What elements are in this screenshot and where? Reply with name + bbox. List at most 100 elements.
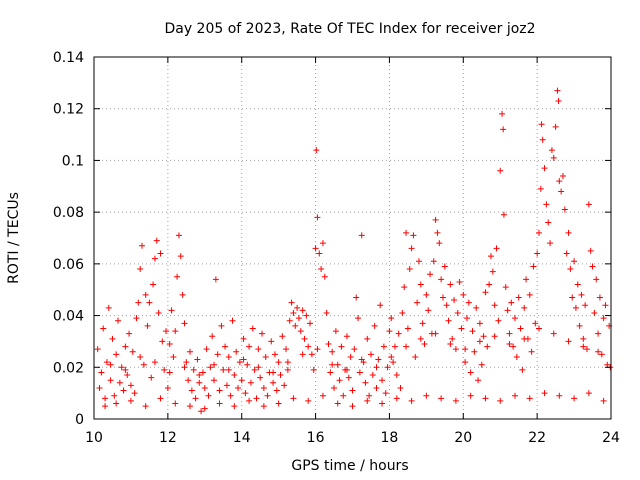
data-point — [445, 317, 452, 324]
data-point — [288, 299, 295, 306]
data-point — [471, 348, 478, 355]
data-point — [569, 294, 576, 301]
data-point — [541, 390, 548, 397]
data-point — [240, 356, 247, 363]
data-point — [545, 219, 552, 226]
data-point — [602, 302, 609, 309]
data-point — [364, 335, 371, 342]
data-point — [116, 379, 123, 386]
data-point — [491, 333, 498, 340]
data-point — [421, 341, 428, 348]
data-point — [489, 268, 496, 275]
data-point — [146, 299, 153, 306]
data-point — [329, 348, 336, 355]
data-point — [349, 387, 356, 394]
data-point — [598, 351, 605, 358]
plot-frame — [93, 56, 612, 420]
data-point — [275, 400, 282, 407]
data-point — [270, 369, 277, 376]
data-point — [532, 320, 539, 327]
data-point — [438, 276, 445, 283]
data-point — [410, 232, 417, 239]
data-point — [362, 379, 369, 386]
data-point — [161, 366, 168, 373]
data-point — [356, 369, 363, 376]
data-point — [371, 322, 378, 329]
data-point — [600, 315, 607, 322]
data-point — [262, 353, 269, 360]
y-axis-tick-labels: 0 0.02 0.04 0.06 0.08 0.1 0.12 0.14 — [53, 50, 84, 428]
data-point — [364, 397, 371, 404]
data-point — [325, 341, 332, 348]
data-point — [571, 395, 578, 402]
data-point — [369, 372, 376, 379]
data-point — [207, 364, 214, 371]
data-point — [491, 302, 498, 309]
data-point — [452, 397, 459, 404]
data-point — [543, 201, 550, 208]
data-point — [118, 364, 125, 371]
data-point — [235, 384, 242, 391]
data-point — [462, 359, 469, 366]
data-point — [100, 325, 107, 332]
data-point — [366, 392, 373, 399]
data-point — [427, 271, 434, 278]
data-point — [499, 110, 506, 117]
grid — [94, 57, 611, 419]
data-point — [233, 348, 240, 355]
data-point — [148, 374, 155, 381]
data-point — [209, 333, 216, 340]
data-point — [555, 97, 562, 104]
data-point — [535, 325, 542, 332]
data-point — [144, 322, 151, 329]
data-point — [159, 338, 166, 345]
data-point — [578, 291, 585, 298]
data-point — [172, 400, 179, 407]
data-point — [438, 395, 445, 402]
data-point — [275, 359, 282, 366]
data-point — [332, 328, 339, 335]
data-point — [583, 346, 590, 353]
data-point — [576, 322, 583, 329]
data-point — [441, 263, 448, 270]
data-point — [595, 330, 602, 337]
data-point — [192, 395, 199, 402]
data-point — [467, 392, 474, 399]
data-point — [408, 397, 415, 404]
data-point — [500, 126, 507, 133]
data-point — [434, 229, 441, 236]
data-point — [559, 172, 566, 179]
data-point — [373, 384, 380, 391]
data-point — [593, 276, 600, 283]
data-point — [257, 374, 264, 381]
data-point — [150, 281, 157, 288]
data-point — [404, 325, 411, 332]
data-point — [419, 320, 426, 327]
data-point — [238, 377, 245, 384]
data-point — [432, 216, 439, 223]
data-point — [316, 250, 323, 257]
data-point — [526, 291, 533, 298]
data-point — [558, 188, 565, 195]
data-point — [131, 390, 138, 397]
data-points — [94, 87, 614, 415]
data-point — [415, 258, 422, 265]
data-point — [218, 322, 225, 329]
data-point — [467, 369, 474, 376]
y-tick-label: 0.14 — [53, 50, 84, 66]
data-point — [343, 366, 350, 373]
data-point — [319, 392, 326, 399]
data-point — [523, 276, 530, 283]
data-point — [225, 353, 232, 360]
data-point — [334, 400, 341, 407]
data-point — [367, 351, 374, 358]
data-point — [155, 309, 162, 316]
data-point — [554, 87, 561, 94]
data-point — [388, 315, 395, 322]
data-point — [377, 302, 384, 309]
data-point — [305, 343, 312, 350]
data-point — [539, 136, 546, 143]
data-point — [199, 369, 206, 376]
data-point — [151, 359, 158, 366]
data-point — [259, 330, 266, 337]
